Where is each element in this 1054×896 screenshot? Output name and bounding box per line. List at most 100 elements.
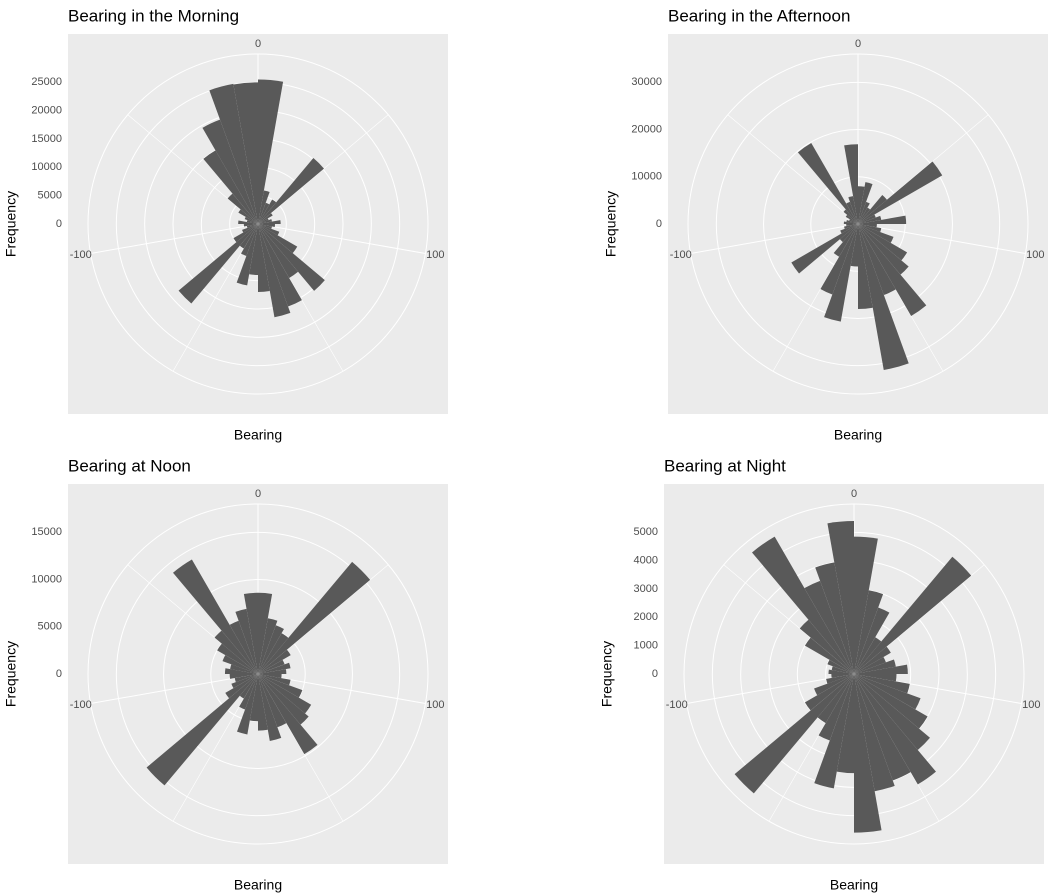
bar [858, 215, 882, 224]
bar [258, 199, 277, 224]
bar [235, 608, 258, 674]
bar [814, 674, 854, 789]
bar [258, 220, 281, 224]
bar [209, 83, 258, 224]
bar [849, 219, 858, 224]
bar [258, 561, 371, 674]
y-tick-label: 5000 [38, 190, 62, 202]
bar [844, 144, 858, 224]
bar [258, 224, 291, 318]
bar [815, 562, 854, 674]
bar [203, 150, 258, 224]
x-tick-label: 0 [255, 38, 261, 50]
bar [791, 224, 858, 274]
bar [858, 214, 876, 224]
bar [854, 536, 878, 674]
bar [827, 521, 854, 674]
spoke [690, 223, 859, 255]
bar [854, 590, 884, 674]
y-axis-label: Frequency [603, 191, 619, 257]
bar [814, 674, 854, 696]
bar [804, 637, 854, 674]
bar [258, 158, 324, 224]
bar [242, 224, 258, 233]
x-tick-label: -100 [670, 249, 692, 261]
y-tick-label: 0 [656, 218, 662, 230]
y-axis-label: Frequency [599, 641, 615, 707]
bar [854, 674, 897, 682]
bar [258, 190, 270, 224]
y-tick-label: 10000 [631, 171, 662, 183]
y-tick-label: 15000 [31, 526, 62, 538]
x-tick-label: -100 [70, 699, 92, 711]
bar [854, 659, 896, 674]
bar [846, 224, 858, 227]
bar [231, 674, 258, 689]
bar [826, 674, 854, 684]
y-tick-label: 15000 [31, 133, 62, 145]
x-tick-label: 100 [426, 249, 444, 261]
bar [799, 619, 854, 674]
y-tick-label: 1000 [634, 640, 658, 652]
bar [258, 674, 303, 698]
bar [858, 207, 871, 224]
x-tick-label: 0 [855, 38, 861, 50]
bar [858, 224, 873, 309]
bar [236, 224, 258, 286]
x-tick-label: 100 [426, 699, 444, 711]
bar [258, 224, 280, 236]
bar [854, 674, 910, 694]
y-tick-label: 0 [56, 668, 62, 680]
bar [178, 224, 258, 304]
chart-title: Bearing in the Afternoon [668, 6, 850, 25]
bar [854, 674, 921, 710]
bar [249, 224, 258, 275]
bar [804, 674, 854, 711]
y-axis-label: Frequency [3, 641, 19, 707]
x-axis-label: Bearing [234, 877, 282, 893]
bar [831, 666, 854, 674]
bar [854, 657, 886, 674]
bar [217, 643, 258, 674]
bar [846, 201, 858, 224]
x-axis-label: Bearing [830, 877, 878, 893]
y-tick-label: 20000 [631, 123, 662, 135]
bar [858, 224, 927, 317]
bar [858, 224, 909, 371]
bar [858, 201, 870, 224]
bar [858, 182, 873, 224]
bar [854, 674, 930, 750]
bar [858, 215, 907, 224]
bar [258, 625, 284, 674]
bar [817, 674, 854, 724]
x-axis-label: Bearing [234, 427, 282, 443]
bar [858, 224, 882, 233]
x-tick-label: -100 [666, 699, 688, 711]
bar [258, 224, 298, 254]
x-tick-label: 0 [851, 488, 857, 500]
bar [258, 674, 268, 731]
y-tick-label: 10000 [31, 161, 62, 173]
bar [258, 218, 269, 224]
bar [258, 674, 282, 679]
bar [258, 633, 289, 674]
spoke [857, 223, 1026, 255]
bar [239, 674, 258, 710]
bar [243, 224, 258, 227]
bar [854, 674, 911, 781]
bar [833, 224, 858, 257]
x-tick-label: 100 [1022, 699, 1040, 711]
bar [239, 224, 258, 249]
bar [233, 82, 258, 224]
y-tick-label: 20000 [31, 105, 62, 117]
bar [258, 224, 299, 278]
bar [797, 143, 858, 224]
bar [258, 674, 318, 755]
y-tick-label: 10000 [31, 573, 62, 585]
y-tick-label: 30000 [631, 76, 662, 88]
chart-title: Bearing at Noon [68, 456, 191, 475]
bar [846, 219, 858, 224]
y-tick-label: 2000 [634, 611, 658, 623]
bar [828, 669, 854, 674]
